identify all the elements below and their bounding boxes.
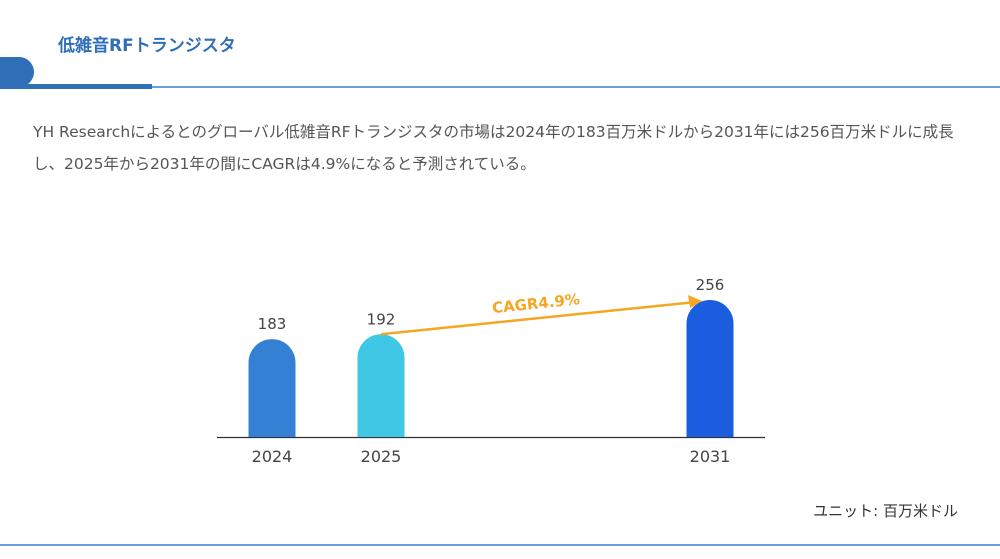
title-divider [0,86,1000,88]
bottom-divider [0,544,1000,546]
tick-label-2024: 2024 [252,447,293,466]
data-label-2024: 183 [258,315,287,333]
unit-label: ユニット: 百万米ドル [813,502,958,520]
page-title: 低雑音RFトランジスタ [58,36,236,56]
tick-label-2025: 2025 [361,447,402,466]
bar-2031 [686,300,734,437]
market-description: YH Researchによるとのグローバル低雑音RFトランジスタの市場は2024… [33,123,954,173]
cagr-annotation: CAGR4.9% [491,290,580,317]
title-accent [0,57,34,87]
cagr-arrow-line [380,300,697,336]
data-label-2031: 256 [696,276,725,294]
data-label-2025: 192 [367,310,396,328]
cagr-arrow-head [688,295,702,308]
bar-2025 [357,334,405,437]
title-divider-accent [0,84,152,89]
bar-2024 [248,339,296,437]
tick-label-2031: 2031 [690,447,731,466]
